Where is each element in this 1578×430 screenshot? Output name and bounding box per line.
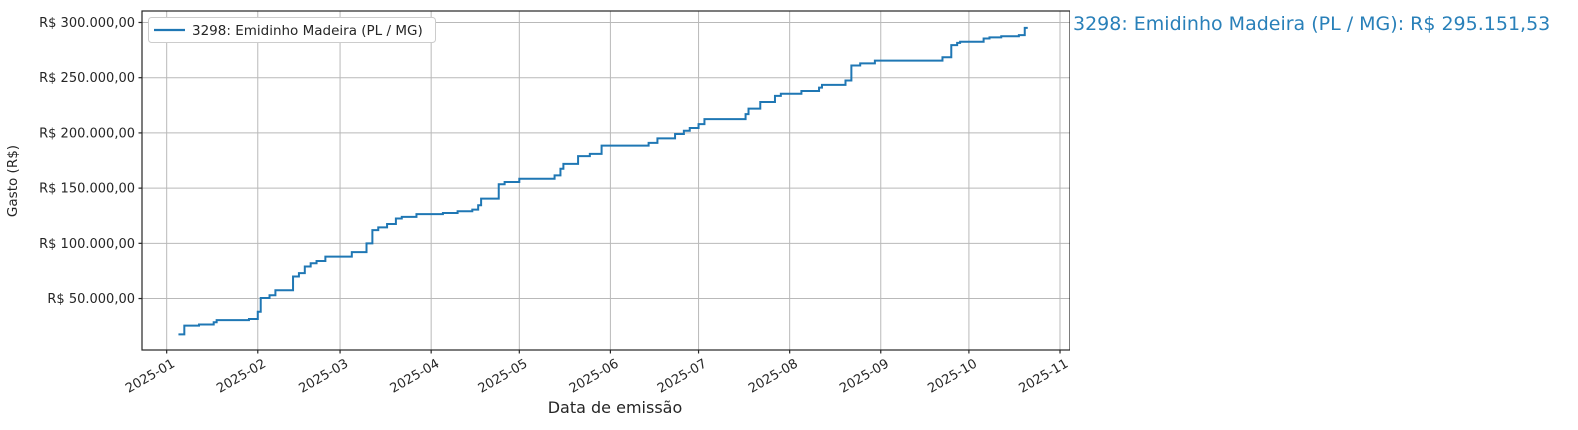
y-tick-label: R$ 200.000,00 — [39, 126, 135, 141]
chart-canvas: R$ 50.000,00 R$ 100.000,00 R$ 150.000,00 R$… — [5, 10, 1070, 417]
series-line — [178, 26, 1028, 336]
series-layer — [178, 26, 1028, 336]
x-tick-label: 2025-02 — [214, 356, 269, 396]
x-tick-label: 2025-06 — [567, 356, 622, 396]
x-tick-label: 2025-01 — [123, 356, 178, 396]
legend-label: 3298: Emidinho Madeira (PL / MG) — [192, 23, 423, 39]
grid-layer — [142, 11, 1070, 350]
legend: 3298: Emidinho Madeira (PL / MG) — [148, 17, 436, 43]
x-tick-label: 2025-08 — [746, 356, 801, 396]
y-tick-label: R$ 250.000,00 — [39, 71, 135, 86]
series-total-annotation: 3298: Emidinho Madeira (PL / MG): R$ 295… — [1073, 13, 1551, 35]
y-tick-label: R$ 100.000,00 — [39, 237, 135, 252]
x-tick-label: 2025-10 — [925, 356, 980, 396]
y-axis-label: Gasto (R$) — [5, 145, 21, 217]
plot-border — [141, 10, 1070, 351]
x-tick-label: 2025-03 — [297, 356, 352, 396]
x-tick-label: 2025-11 — [1016, 356, 1070, 396]
x-tick-label: 2025-07 — [655, 356, 710, 396]
tick-layer: R$ 50.000,00 R$ 100.000,00 R$ 150.000,00 R$… — [39, 16, 1070, 397]
y-tick-label: R$ 50.000,00 — [47, 292, 135, 307]
y-tick-label: R$ 300.000,00 — [39, 16, 135, 31]
legend-box — [148, 17, 436, 43]
y-tick-label: R$ 150.000,00 — [39, 182, 135, 197]
x-axis-label: Data de emissão — [548, 398, 683, 417]
x-tick-label: 2025-04 — [388, 356, 443, 396]
x-tick-label: 2025-05 — [476, 356, 531, 396]
x-tick-label: 2025-09 — [837, 356, 892, 396]
